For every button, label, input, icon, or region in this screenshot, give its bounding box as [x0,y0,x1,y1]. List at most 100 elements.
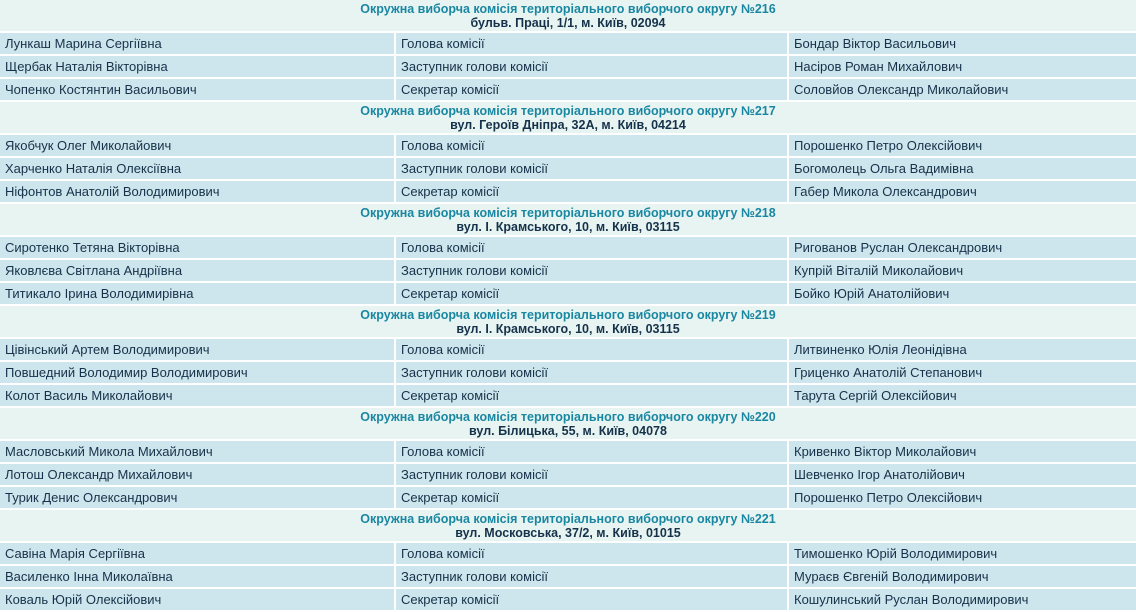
member-row: Щербак Наталія Вікторівна Заступник голо… [0,55,1136,79]
members-table: Цівінський Артем Володимирович Голова ко… [0,339,1136,408]
member-position-cell: Заступник голови комісії [395,157,789,181]
member-position-cell: Голова комісії [395,543,789,566]
member-row: Титикало Ірина Володимирівна Секретар ко… [0,282,1136,306]
member-name-cell: Якобчук Олег Миколайович [0,135,396,158]
commission-address: вул. І. Крамського, 10, м. Київ, 03115 [456,322,680,336]
member-position-cell: Заступник голови комісії [395,259,789,283]
commission-header: Окружна виборча комісія територіального … [0,102,1136,135]
member-row: Колот Василь Миколайович Секретар комісі… [0,384,1136,408]
member-row: Сиротенко Тетяна Вікторівна Голова коміс… [0,237,1136,260]
member-name-cell: Савіна Марія Сергіївна [0,543,396,566]
member-position-cell: Секретар комісії [395,486,789,510]
commission-block: Окружна виборча комісія територіального … [0,0,1136,102]
nominator-cell: Бойко Юрій Анатолійович [788,282,1136,306]
nominator-cell: Порошенко Петро Олексійович [788,135,1136,158]
member-row: Цівінський Артем Володимирович Голова ко… [0,339,1136,362]
member-name-cell: Щербак Наталія Вікторівна [0,55,396,79]
nominator-cell: Бондар Віктор Васильович [788,33,1136,56]
commission-block: Окружна виборча комісія територіального … [0,204,1136,306]
commission-header: Окружна виборча комісія територіального … [0,510,1136,543]
member-position-cell: Голова комісії [395,441,789,464]
members-table: Сиротенко Тетяна Вікторівна Голова коміс… [0,237,1136,306]
member-name-cell: Масловський Микола Михайлович [0,441,396,464]
commission-title: Окружна виборча комісія територіального … [360,308,776,322]
member-name-cell: Василенко Інна Миколаївна [0,565,396,589]
member-row: Яковлєва Світлана Андріївна Заступник го… [0,259,1136,283]
member-name-cell: Цівінський Артем Володимирович [0,339,396,362]
member-name-cell: Лотош Олександр Михайлович [0,463,396,487]
member-position-cell: Голова комісії [395,237,789,260]
commission-header: Окружна виборча комісія територіального … [0,408,1136,441]
member-name-cell: Колот Василь Миколайович [0,384,396,408]
commission-header: Окружна виборча комісія територіального … [0,306,1136,339]
member-position-cell: Заступник голови комісії [395,463,789,487]
nominator-cell: Кошулинський Руслан Володимирович [788,588,1136,612]
nominator-cell: Ригованов Руслан Олександрович [788,237,1136,260]
nominator-cell: Кривенко Віктор Миколайович [788,441,1136,464]
member-name-cell: Повшедний Володимир Володимирович [0,361,396,385]
member-name-cell: Сиротенко Тетяна Вікторівна [0,237,396,260]
commission-title: Окружна виборча комісія територіального … [360,410,776,424]
member-row: Повшедний Володимир Володимирович Заступ… [0,361,1136,385]
member-position-cell: Голова комісії [395,339,789,362]
commission-address: вул. Московська, 37/2, м. Київ, 01015 [455,526,681,540]
member-row: Якобчук Олег Миколайович Голова комісії … [0,135,1136,158]
members-table: Якобчук Олег Миколайович Голова комісії … [0,135,1136,204]
members-table: Савіна Марія Сергіївна Голова комісії Ти… [0,543,1136,612]
nominator-cell: Соловйов Олександр Миколайович [788,78,1136,102]
member-position-cell: Голова комісії [395,33,789,56]
member-position-cell: Голова комісії [395,135,789,158]
member-row: Лункаш Марина Сергіївна Голова комісії Б… [0,33,1136,56]
nominator-cell: Богомолець Ольга Вадимівна [788,157,1136,181]
nominator-cell: Насіров Роман Михайлович [788,55,1136,79]
member-row: Василенко Інна Миколаївна Заступник голо… [0,565,1136,589]
member-position-cell: Заступник голови комісії [395,361,789,385]
member-row: Ніфонтов Анатолій Володимирович Секретар… [0,180,1136,204]
commission-block: Окружна виборча комісія територіального … [0,306,1136,408]
member-position-cell: Секретар комісії [395,588,789,612]
member-name-cell: Чопенко Костянтин Васильович [0,78,396,102]
member-row: Чопенко Костянтин Васильович Секретар ко… [0,78,1136,102]
nominator-cell: Тимошенко Юрій Володимирович [788,543,1136,566]
nominator-cell: Габер Микола Олександрович [788,180,1136,204]
member-name-cell: Турик Денис Олександрович [0,486,396,510]
member-position-cell: Секретар комісії [395,180,789,204]
member-row: Коваль Юрій Олексійович Секретар комісії… [0,588,1136,612]
member-position-cell: Секретар комісії [395,282,789,306]
member-row: Харченко Наталія Олексіївна Заступник го… [0,157,1136,181]
members-table: Масловський Микола Михайлович Голова ком… [0,441,1136,510]
member-name-cell: Харченко Наталія Олексіївна [0,157,396,181]
member-row: Савіна Марія Сергіївна Голова комісії Ти… [0,543,1136,566]
nominator-cell: Тарута Сергій Олексійович [788,384,1136,408]
member-row: Лотош Олександр Михайлович Заступник гол… [0,463,1136,487]
member-name-cell: Титикало Ірина Володимирівна [0,282,396,306]
commission-title: Окружна виборча комісія територіального … [360,206,776,220]
nominator-cell: Гриценко Анатолій Степанович [788,361,1136,385]
commission-address: вул. І. Крамського, 10, м. Київ, 03115 [456,220,680,234]
member-position-cell: Секретар комісії [395,384,789,408]
member-name-cell: Лункаш Марина Сергіївна [0,33,396,56]
nominator-cell: Шевченко Ігор Анатолійович [788,463,1136,487]
member-name-cell: Коваль Юрій Олексійович [0,588,396,612]
members-table: Лункаш Марина Сергіївна Голова комісії Б… [0,33,1136,102]
member-row: Масловський Микола Михайлович Голова ком… [0,441,1136,464]
commission-header: Окружна виборча комісія територіального … [0,0,1136,33]
commission-title: Окружна виборча комісія територіального … [360,104,776,118]
commission-title: Окружна виборча комісія територіального … [360,2,776,16]
member-position-cell: Заступник голови комісії [395,55,789,79]
nominator-cell: Мураєв Євгеній Володимирович [788,565,1136,589]
member-row: Турик Денис Олександрович Секретар коміс… [0,486,1136,510]
nominator-cell: Порошенко Петро Олексійович [788,486,1136,510]
member-position-cell: Секретар комісії [395,78,789,102]
commission-address: бульв. Праці, 1/1, м. Київ, 02094 [470,16,666,30]
commission-address: вул. Білицька, 55, м. Київ, 04078 [469,424,667,438]
member-position-cell: Заступник голови комісії [395,565,789,589]
member-name-cell: Ніфонтов Анатолій Володимирович [0,180,396,204]
member-name-cell: Яковлєва Світлана Андріївна [0,259,396,283]
commission-block: Окружна виборча комісія територіального … [0,408,1136,510]
nominator-cell: Литвиненко Юлія Леонідівна [788,339,1136,362]
commission-address: вул. Героїв Дніпра, 32А, м. Київ, 04214 [450,118,686,132]
commission-block: Окружна виборча комісія територіального … [0,510,1136,612]
commission-title: Окружна виборча комісія територіального … [360,512,776,526]
